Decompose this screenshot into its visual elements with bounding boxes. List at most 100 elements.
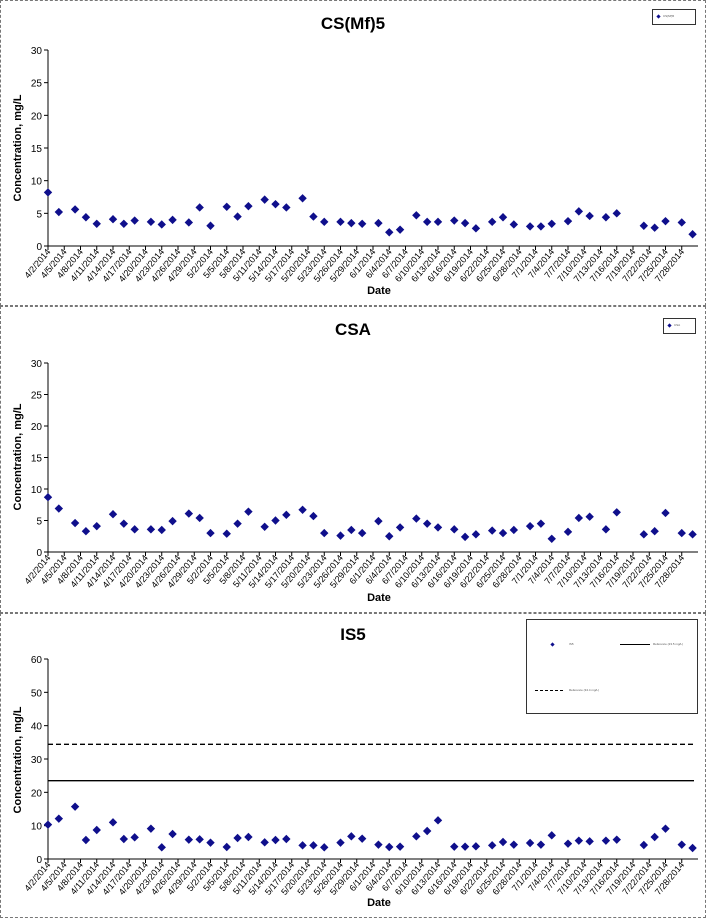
y-tick-label: 20 <box>31 111 43 122</box>
data-point <box>146 525 156 534</box>
chart-panel-2: CSA Concentration, mg/L Date 0 5 10 15 20 25 3… <box>0 306 706 613</box>
data-point <box>422 826 432 836</box>
data-point <box>450 842 459 851</box>
data-point <box>347 832 356 841</box>
data-point <box>585 837 594 846</box>
data-point <box>54 207 64 217</box>
data-point <box>347 525 356 535</box>
data-point <box>487 217 497 227</box>
data-point <box>395 523 405 532</box>
data-point <box>688 530 697 539</box>
y-tick-label: 0 <box>36 855 42 866</box>
data-point <box>547 831 556 840</box>
y-axis-label: Concentration, mg/L <box>12 94 24 201</box>
chart-title: CSA <box>335 320 371 339</box>
data-point <box>282 203 291 212</box>
data-point <box>525 521 535 531</box>
data-point <box>612 508 621 517</box>
data-point <box>412 514 421 523</box>
data-point <box>433 816 443 825</box>
data-point <box>92 521 101 531</box>
data-point <box>395 225 405 234</box>
data-point <box>677 218 686 227</box>
data-point <box>119 519 129 528</box>
data-point <box>81 527 91 536</box>
y-tick-label: 50 <box>31 688 43 699</box>
data-point <box>271 516 280 525</box>
data-point <box>271 199 280 209</box>
data-point <box>130 833 139 842</box>
y-tick-label: 10 <box>31 485 43 496</box>
data-point <box>433 217 443 227</box>
data-point <box>357 528 367 538</box>
data-point <box>195 835 204 844</box>
data-point <box>168 829 177 839</box>
data-point <box>536 840 546 849</box>
data-point <box>450 216 459 225</box>
data-point <box>92 219 101 228</box>
data-point <box>509 525 519 535</box>
y-axis-label: Concentration, mg/L <box>12 706 24 813</box>
y-tick-label: 5 <box>36 209 42 220</box>
data-point <box>563 839 573 848</box>
data-point <box>677 528 686 538</box>
y-tick-label: 30 <box>31 755 43 766</box>
y-tick-label: 5 <box>36 517 42 528</box>
data-point <box>206 528 215 538</box>
data-point <box>677 840 686 849</box>
data-point <box>601 525 611 534</box>
y-tick-label: 40 <box>31 722 43 733</box>
data-point <box>395 842 405 851</box>
data-point <box>385 842 394 852</box>
data-point <box>574 207 584 216</box>
data-point <box>585 512 594 521</box>
y-tick-label: 20 <box>31 788 43 799</box>
data-point <box>357 219 367 228</box>
data-point <box>536 222 546 231</box>
data-point <box>108 215 118 224</box>
data-point <box>374 516 383 526</box>
data-point <box>119 219 129 228</box>
data-point <box>357 834 367 843</box>
data-point <box>54 814 64 823</box>
legend-marker-icon <box>656 14 661 19</box>
data-point <box>585 211 594 221</box>
data-point <box>612 835 621 844</box>
legend-dashed-line-icon <box>535 690 563 691</box>
data-point <box>471 224 481 233</box>
data-point <box>92 825 101 835</box>
legend-label: IS5 <box>569 642 574 646</box>
data-point <box>498 213 508 222</box>
legend-marker-icon <box>550 642 555 647</box>
data-point <box>157 843 166 852</box>
data-point <box>260 838 269 847</box>
chart-svg-1: CS(Mf)5 Concentration, mg/L Date 0 5 10 15 2… <box>12 14 698 297</box>
data-point <box>130 216 139 225</box>
chart-title: CS(Mf)5 <box>321 14 385 33</box>
data-point <box>412 832 421 841</box>
data-point <box>157 220 166 229</box>
data-point <box>195 513 204 523</box>
legend-solid-label: Reference (23.5 mg/L) <box>653 642 684 646</box>
data-point <box>509 840 519 849</box>
data-point <box>471 842 481 851</box>
data-point <box>336 838 345 847</box>
data-point <box>374 840 383 849</box>
y-tick-label: 25 <box>31 391 43 402</box>
data-point <box>374 218 383 228</box>
data-point <box>119 834 129 844</box>
data-point <box>298 841 307 850</box>
data-point <box>81 835 91 845</box>
y-tick-label: 60 <box>31 655 43 666</box>
data-point <box>601 213 611 222</box>
data-point <box>282 834 291 844</box>
data-point <box>206 838 215 847</box>
data-point <box>347 218 356 228</box>
data-point <box>222 842 231 852</box>
data-point <box>639 530 649 539</box>
data-point <box>433 523 443 532</box>
data-point <box>195 203 204 212</box>
data-point <box>260 195 269 204</box>
x-axis-label: Date <box>367 592 391 604</box>
data-point <box>168 516 177 526</box>
